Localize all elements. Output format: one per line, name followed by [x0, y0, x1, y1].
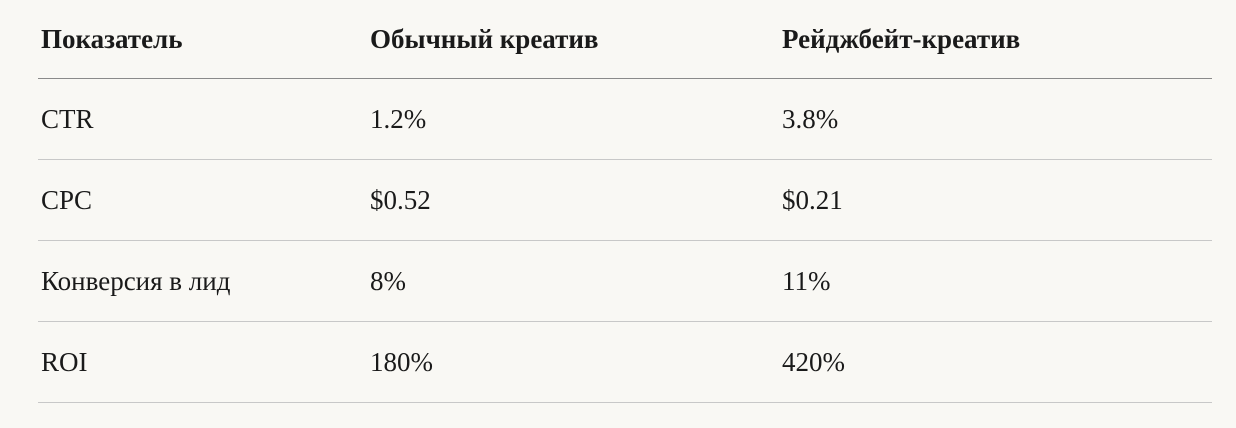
header-row: Показатель Обычный креатив Рейджбейт-креат… [38, 0, 1212, 79]
table-row: CTR 1.2% 3.8% [38, 78, 1212, 160]
table-cell: 180% [367, 321, 779, 403]
header-cell: Обычный креатив [367, 0, 779, 79]
header-cell: Рейджбейт-креатив [779, 0, 1212, 79]
table-row: CPC $0.52 $0.21 [38, 159, 1212, 241]
table-cell: CTR [38, 78, 367, 160]
table-cell: Конверсия в лид [38, 240, 367, 322]
table-row: ROI 180% 420% [38, 321, 1212, 403]
table-row: Конверсия в лид 8% 11% [38, 240, 1212, 322]
table-cell: $0.21 [779, 159, 1212, 241]
table-cell: 3.8% [779, 78, 1212, 160]
table-body: CTR 1.2% 3.8% CPC $0.52 $0.21 Конверсия в лид 8… [38, 78, 1212, 403]
table-cell: ROI [38, 321, 367, 403]
comparison-table: Показатель Обычный креатив Рейджбейт-креат… [38, 0, 1212, 403]
header-cell: Показатель [38, 0, 367, 79]
table-cell: $0.52 [367, 159, 779, 241]
table-cell: 420% [779, 321, 1212, 403]
table-cell: 8% [367, 240, 779, 322]
table-cell: 1.2% [367, 78, 779, 160]
table-cell: 11% [779, 240, 1212, 322]
table-cell: CPC [38, 159, 367, 241]
